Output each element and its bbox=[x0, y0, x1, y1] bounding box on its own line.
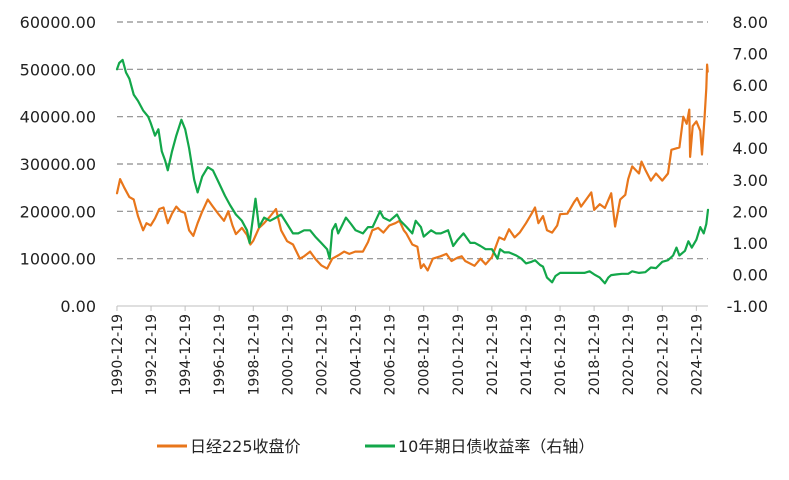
left-tick-label: 60000.00 bbox=[20, 13, 96, 32]
x-tick-label: 2006-12-19 bbox=[383, 314, 399, 395]
left-tick-label: 30000.00 bbox=[20, 155, 96, 174]
x-tick-label: 2000-12-19 bbox=[280, 314, 296, 395]
legend-label-nikkei: 日经225收盘价 bbox=[190, 437, 301, 456]
right-axis-ticks: -1.00 0.00 1.00 2.00 3.00 4.00 5.00 6.00 7.00 8.0… bbox=[727, 13, 768, 316]
series-layer bbox=[115, 58, 710, 285]
x-tick-label: 2018-12-19 bbox=[587, 314, 603, 395]
right-tick-label: 4.00 bbox=[732, 139, 768, 158]
left-tick-label: 50000.00 bbox=[20, 60, 96, 79]
x-tick-label: 2016-12-19 bbox=[553, 314, 569, 395]
x-tick-label: 1990-12-19 bbox=[110, 314, 126, 395]
x-tick-label: 2014-12-19 bbox=[519, 314, 535, 395]
x-tick-label: 2022-12-19 bbox=[655, 314, 671, 395]
legend-item-nikkei[interactable]: 日经225收盘价 bbox=[157, 437, 301, 456]
x-tick-label: 1994-12-19 bbox=[178, 314, 194, 395]
gridlines bbox=[117, 21, 708, 260]
series-line-nikkei bbox=[115, 63, 709, 272]
left-axis-ticks: 0.00 10000.00 20000.00 30000.00 40000.00 5000… bbox=[20, 13, 96, 316]
right-tick-label: 6.00 bbox=[732, 76, 768, 95]
right-tick-label: 7.00 bbox=[732, 45, 768, 64]
right-tick-label: 0.00 bbox=[732, 265, 768, 284]
x-tick-label: 1996-12-19 bbox=[212, 314, 228, 395]
legend-label-jgb-yield: 10年期日债收益率（右轴） bbox=[398, 437, 594, 456]
x-tick-label: 1998-12-19 bbox=[246, 314, 262, 395]
right-tick-label: 2.00 bbox=[732, 202, 768, 221]
legend: 日经225收盘价 10年期日债收益率（右轴） bbox=[157, 437, 594, 456]
x-axis-ticks: 1990-12-19 1992-12-19 1994-12-19 1996-12-19… bbox=[110, 306, 705, 395]
right-tick-label: 5.00 bbox=[732, 108, 768, 127]
x-tick-label: 2010-12-19 bbox=[451, 314, 467, 395]
right-tick-label: 8.00 bbox=[732, 13, 768, 32]
x-tick-label: 2020-12-19 bbox=[621, 314, 637, 395]
right-tick-label: 1.00 bbox=[732, 234, 768, 253]
x-tick-label: 2012-12-19 bbox=[485, 314, 501, 395]
x-tick-label: 1992-12-19 bbox=[144, 314, 160, 395]
x-tick-label: 2002-12-19 bbox=[314, 314, 330, 395]
left-tick-label: 0.00 bbox=[60, 297, 96, 316]
left-tick-label: 40000.00 bbox=[20, 108, 96, 127]
x-tick-label: 2004-12-19 bbox=[349, 314, 365, 395]
left-tick-label: 20000.00 bbox=[20, 202, 96, 221]
right-tick-label: -1.00 bbox=[727, 297, 768, 316]
x-tick-label: 2008-12-19 bbox=[417, 314, 433, 395]
left-tick-label: 10000.00 bbox=[20, 250, 96, 269]
x-tick-label: 2024-12-19 bbox=[689, 314, 705, 395]
series-line-jgb-yield bbox=[115, 58, 710, 285]
right-tick-label: 3.00 bbox=[732, 171, 768, 190]
legend-item-jgb-yield[interactable]: 10年期日债收益率（右轴） bbox=[365, 437, 594, 456]
